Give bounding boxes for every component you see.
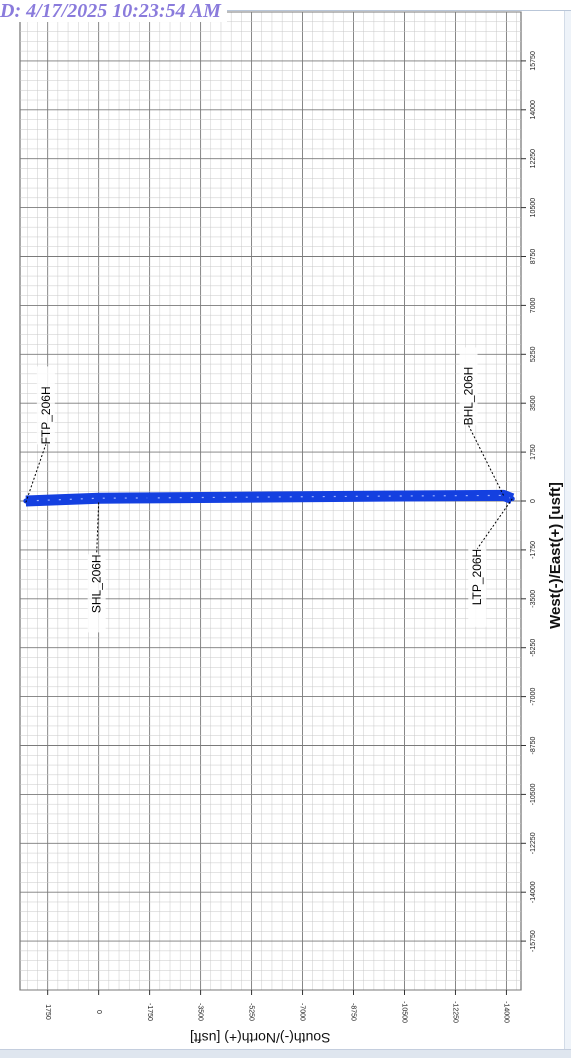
- x-tick-label: -5250: [530, 639, 537, 657]
- x-tick-label: 15750: [530, 51, 537, 71]
- x-tick-label: -1750: [530, 541, 537, 559]
- x-tick-label: -15750: [530, 930, 537, 952]
- annotation-label: FTP_206H: [39, 386, 53, 444]
- window-bottom-border: [0, 1049, 571, 1058]
- x-tick-label: 14000: [530, 100, 537, 120]
- y-tick-label: -12250: [452, 1001, 459, 1023]
- x-tick-label: 1750: [530, 444, 537, 460]
- well-path-point: [401, 493, 407, 499]
- x-tick-label: 7000: [530, 298, 537, 314]
- annotation-background: [459, 347, 478, 426]
- x-tick-label: 5250: [530, 346, 537, 362]
- annotation-background: [87, 554, 106, 633]
- well-path-point: [96, 495, 102, 501]
- annotation-label: SHL_206H: [90, 554, 104, 613]
- well-path-point: [147, 495, 153, 501]
- y-tick-label: -1750: [146, 1003, 153, 1021]
- timestamp-header: D: 4/17/2025 10:23:54 AM: [0, 0, 227, 22]
- x-tick-label: -10500: [530, 783, 537, 805]
- x-tick-label: -8750: [530, 736, 537, 754]
- x-tick-label: 0: [530, 499, 537, 503]
- window-top-border: [0, 10, 571, 11]
- x-tick-label: 10500: [530, 198, 537, 218]
- x-tick-label: -14000: [530, 881, 537, 903]
- x-tick-label: 8750: [530, 249, 537, 265]
- annotation-background: [36, 366, 55, 445]
- x-tick-label: 12250: [530, 149, 537, 169]
- y-tick-label: -3500: [197, 1003, 204, 1021]
- y-tick-label: -5250: [248, 1003, 255, 1021]
- annotations: FTP_206H SHL_206H LTP_206H BHL_206H: [25, 347, 513, 633]
- y-tick-label: 0: [95, 1010, 102, 1014]
- annotation-label: LTP_206H: [470, 549, 484, 605]
- axis-ticks: 15750 14000 12250 10500 8750 7000 5250 3500 1750…: [44, 51, 537, 1023]
- annotation-label: BHL_206H: [462, 367, 476, 426]
- scrollbar-track[interactable]: [564, 11, 571, 1049]
- y-tick-label: -14000: [503, 1001, 510, 1023]
- x-tick-label: 3500: [530, 395, 537, 411]
- x-tick-label: -3500: [530, 590, 537, 608]
- annotation-background: [468, 548, 487, 627]
- x-tick-label: -7000: [530, 688, 537, 706]
- annotation-leader: [96, 502, 100, 555]
- y-tick-label: 1750: [44, 1004, 51, 1020]
- x-tick-label: -12250: [530, 832, 537, 854]
- y-tick-label: -8750: [350, 1003, 357, 1021]
- y-tick-label: -7000: [299, 1003, 306, 1021]
- y-tick-label: -10500: [401, 1001, 408, 1023]
- annotation-leader: [468, 425, 504, 496]
